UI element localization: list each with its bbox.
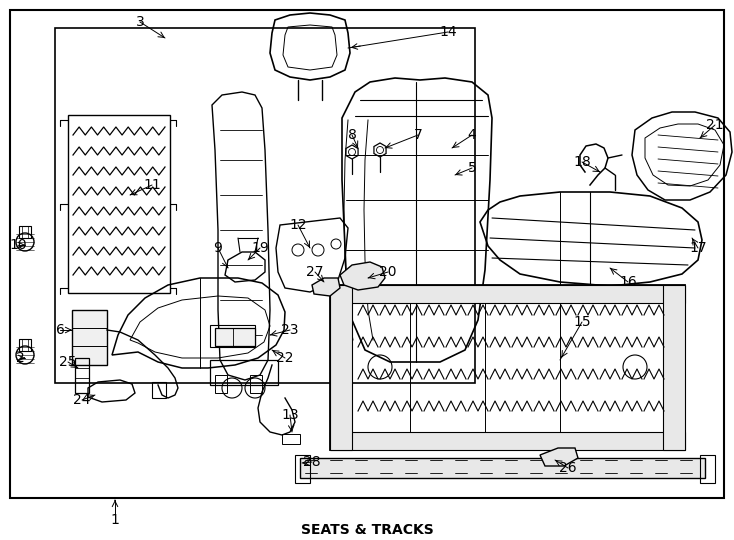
Text: 5: 5 bbox=[468, 161, 476, 175]
Bar bbox=[330, 285, 685, 450]
Text: 10: 10 bbox=[10, 238, 27, 252]
Text: 20: 20 bbox=[379, 265, 397, 279]
Text: 7: 7 bbox=[414, 128, 422, 142]
Text: 1: 1 bbox=[111, 513, 120, 527]
Bar bbox=[300, 458, 705, 478]
Text: 2: 2 bbox=[15, 351, 24, 365]
Text: 21: 21 bbox=[706, 118, 724, 132]
Text: 13: 13 bbox=[281, 408, 299, 422]
Text: 9: 9 bbox=[214, 241, 222, 255]
Bar bbox=[663, 285, 685, 450]
Text: 14: 14 bbox=[439, 25, 457, 39]
Text: 22: 22 bbox=[276, 351, 294, 365]
Bar bbox=[19, 226, 31, 238]
Bar bbox=[152, 382, 166, 398]
Bar bbox=[75, 358, 89, 393]
Bar bbox=[330, 285, 352, 450]
Bar bbox=[330, 432, 685, 450]
Bar bbox=[72, 310, 107, 365]
Text: 6: 6 bbox=[56, 323, 65, 337]
Bar bbox=[250, 375, 262, 393]
Bar bbox=[282, 434, 300, 444]
Bar bbox=[330, 285, 685, 303]
Bar bbox=[215, 328, 255, 346]
Text: 16: 16 bbox=[619, 275, 637, 289]
Text: 17: 17 bbox=[689, 241, 707, 255]
Text: 28: 28 bbox=[303, 455, 321, 469]
Text: 26: 26 bbox=[559, 461, 577, 475]
Bar bbox=[295, 455, 310, 483]
Text: 11: 11 bbox=[143, 178, 161, 192]
Text: 19: 19 bbox=[251, 241, 269, 255]
Text: 4: 4 bbox=[468, 128, 476, 142]
Bar bbox=[55, 28, 475, 383]
Text: 15: 15 bbox=[573, 315, 591, 329]
Text: 18: 18 bbox=[573, 155, 591, 169]
Bar bbox=[215, 375, 227, 393]
Polygon shape bbox=[340, 262, 385, 290]
Text: SEATS & TRACKS: SEATS & TRACKS bbox=[301, 523, 433, 537]
Bar bbox=[68, 115, 170, 293]
Text: 23: 23 bbox=[281, 323, 299, 337]
Text: 12: 12 bbox=[289, 218, 307, 232]
Polygon shape bbox=[540, 448, 578, 466]
Text: 27: 27 bbox=[306, 265, 324, 279]
Polygon shape bbox=[312, 278, 340, 296]
Bar bbox=[700, 455, 715, 483]
Bar bbox=[210, 325, 255, 347]
Bar bbox=[19, 339, 31, 351]
Text: 25: 25 bbox=[59, 355, 77, 369]
Text: 8: 8 bbox=[348, 128, 357, 142]
Text: 3: 3 bbox=[136, 15, 145, 29]
Text: 24: 24 bbox=[73, 393, 91, 407]
Bar bbox=[210, 360, 278, 385]
